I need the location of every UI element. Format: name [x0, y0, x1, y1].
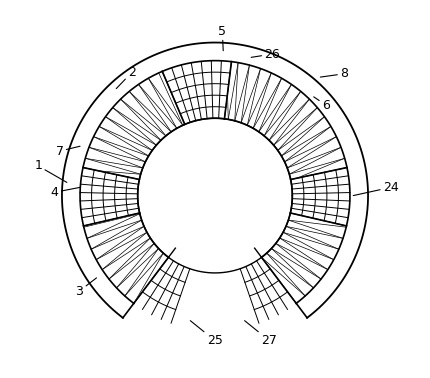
Text: 8: 8 [320, 67, 348, 80]
Text: 7: 7 [55, 145, 80, 158]
Text: 25: 25 [190, 321, 223, 347]
Polygon shape [162, 60, 231, 124]
Polygon shape [80, 60, 350, 304]
Polygon shape [290, 167, 350, 226]
Text: 6: 6 [314, 97, 330, 112]
Text: 4: 4 [51, 186, 80, 199]
Text: 2: 2 [116, 66, 136, 88]
Text: 26: 26 [251, 48, 280, 60]
Text: 24: 24 [353, 181, 399, 195]
Text: 5: 5 [218, 25, 226, 51]
Text: 27: 27 [245, 321, 277, 347]
Text: 3: 3 [76, 278, 96, 297]
Polygon shape [240, 257, 296, 323]
Text: 1: 1 [34, 160, 67, 183]
Polygon shape [80, 167, 140, 226]
Polygon shape [134, 257, 190, 323]
